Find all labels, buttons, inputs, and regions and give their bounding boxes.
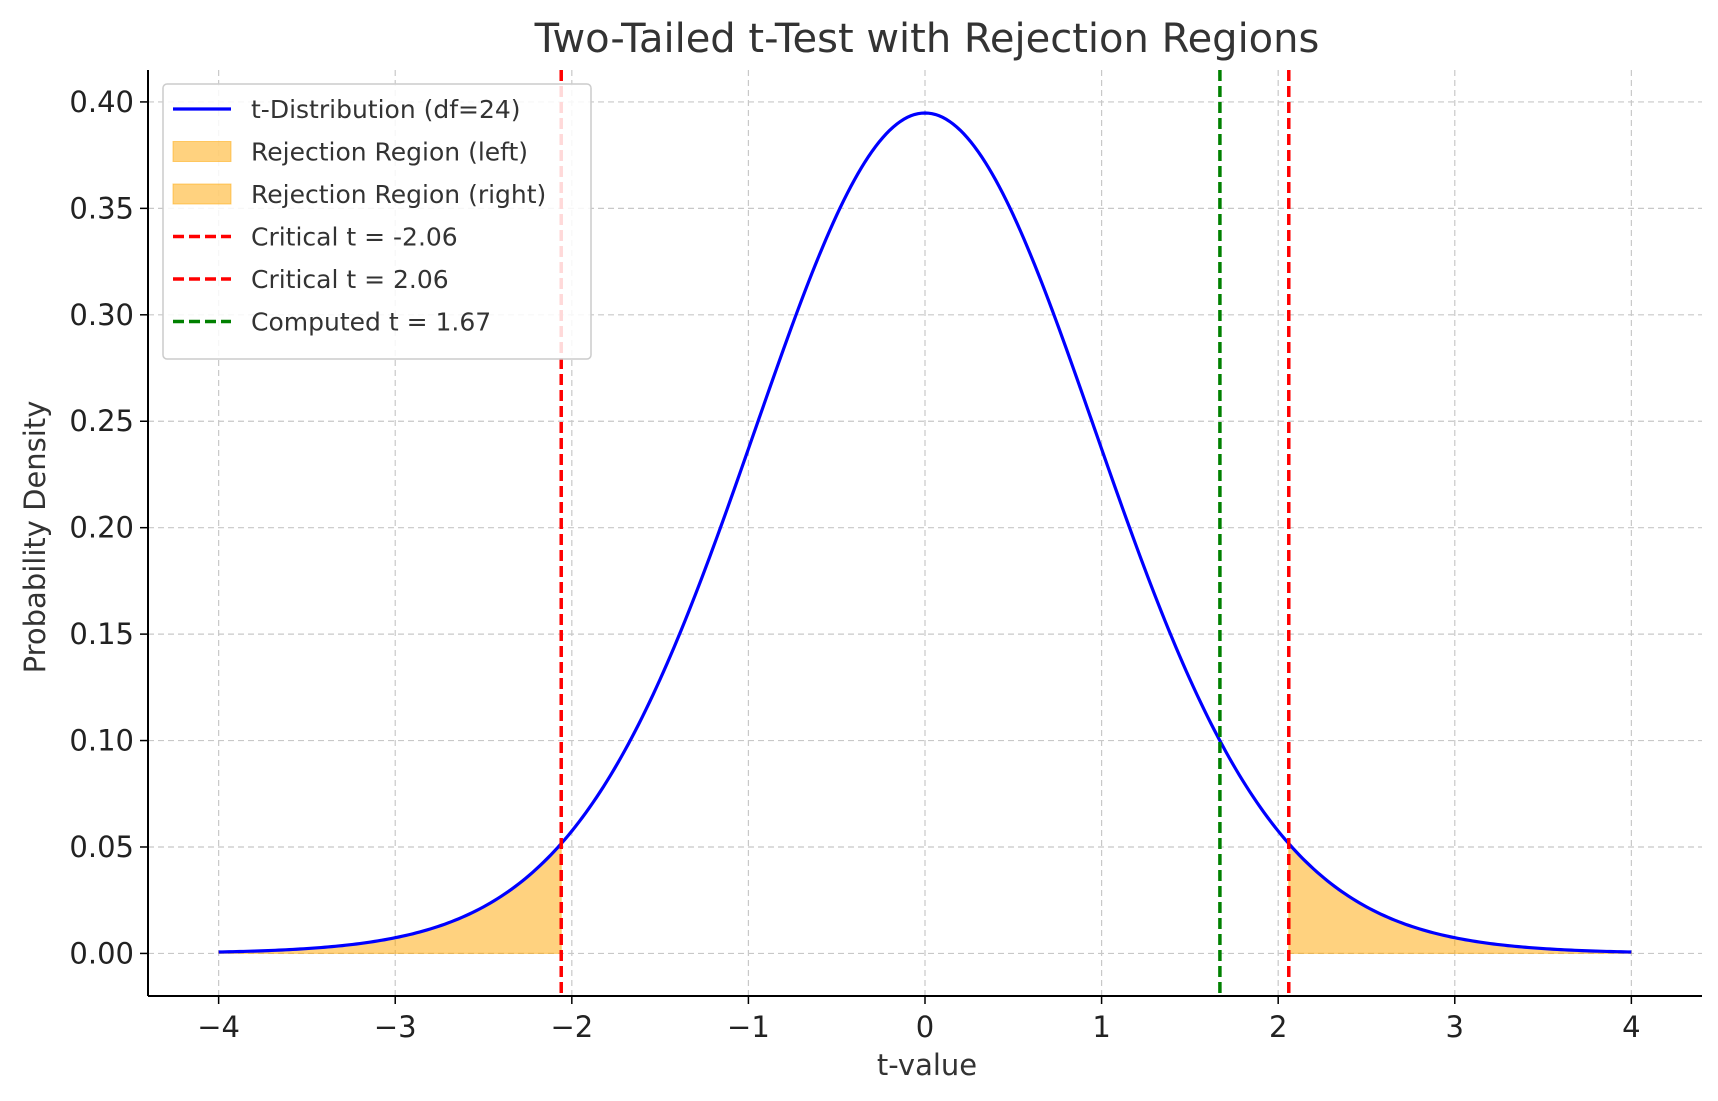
- chart-title: Two-Tailed t-Test with Rejection Regions: [534, 16, 1320, 62]
- y-tick-label: 0.25: [69, 404, 134, 438]
- legend-label: Critical t = 2.06: [251, 265, 449, 294]
- y-tick-label: 0.40: [69, 85, 134, 119]
- legend-label: Computed t = 1.67: [251, 308, 491, 337]
- legend-swatch: [172, 183, 232, 205]
- x-tick-label: −1: [727, 1010, 770, 1044]
- y-tick-label: 0.10: [69, 724, 134, 758]
- x-tick-label: 0: [916, 1010, 934, 1044]
- legend-label: Rejection Region (right): [251, 180, 546, 209]
- legend-entry: Rejection Region (left): [172, 138, 528, 167]
- legend-swatch: [172, 141, 232, 162]
- y-tick-label: 0.00: [69, 936, 134, 970]
- x-tick-label: −3: [374, 1010, 417, 1044]
- y-axis-label: Probability Density: [18, 401, 52, 674]
- legend-entry: Critical t = -2.06: [173, 223, 458, 252]
- y-tick-label: 0.05: [69, 830, 134, 864]
- legend-entry: Rejection Region (right): [172, 180, 546, 209]
- rejection-region-right: [1288, 842, 1632, 954]
- y-tick-label: 0.15: [69, 617, 134, 651]
- t-distribution-curve: [218, 111, 1632, 954]
- rejection-region-left: [218, 842, 562, 954]
- tick-labels: −4 −3 −2 −1 0 1 2 3 4 0.00 0.05 0.10 0.15 0.20 0.25 0.3…: [69, 85, 1640, 1044]
- x-tick-label: 2: [1269, 1010, 1287, 1044]
- x-tick-label: −2: [550, 1010, 593, 1044]
- legend-box: [162, 83, 592, 360]
- x-tick-label: 4: [1622, 1010, 1640, 1044]
- legend-label: t-Distribution (df=24): [251, 95, 521, 124]
- x-tick-label: −4: [197, 1010, 240, 1044]
- legend: t-Distribution (df=24) Rejection Region (…: [162, 83, 592, 360]
- x-axis-label: t-value: [877, 1048, 977, 1082]
- x-tick-label: 3: [1446, 1010, 1464, 1044]
- curve-layer: [218, 111, 1632, 954]
- legend-label: Rejection Region (left): [251, 138, 528, 167]
- legend-entry: Computed t = 1.67: [173, 308, 491, 337]
- legend-entry: Critical t = 2.06: [173, 265, 449, 294]
- y-tick-label: 0.35: [69, 191, 134, 225]
- y-tick-label: 0.20: [69, 511, 134, 545]
- legend-entry: t-Distribution (df=24): [173, 95, 521, 124]
- legend-label: Critical t = -2.06: [251, 223, 458, 252]
- x-tick-label: 1: [1092, 1010, 1110, 1044]
- y-tick-label: 0.30: [69, 298, 134, 332]
